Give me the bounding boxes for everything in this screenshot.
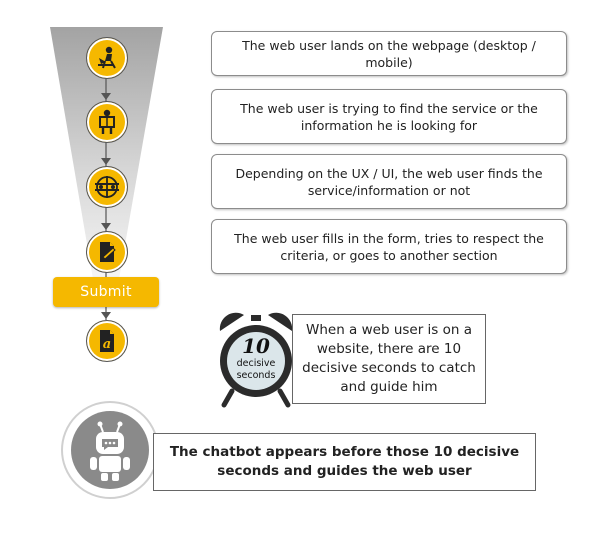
user-reading-icon <box>86 101 128 143</box>
clock-caption-line2: seconds <box>236 370 276 381</box>
user-at-desk-icon <box>86 37 128 79</box>
step-3-box: Depending on the UX / UI, the web user f… <box>211 154 567 209</box>
step-4-box: The web user fills in the form, tries to… <box>211 219 567 274</box>
menu-choice-icon <box>86 166 128 208</box>
alarm-clock-icon <box>219 312 293 408</box>
form-pen-icon <box>86 231 128 273</box>
document-a-icon: a <box>86 320 128 362</box>
chatbot-robot-icon <box>90 421 130 481</box>
decisive-seconds-note: When a web user is on a website, there a… <box>292 314 486 404</box>
clock-caption-line1: decisive <box>236 358 276 369</box>
submit-button[interactable]: Submit <box>53 277 159 307</box>
step-2-box: The web user is trying to find the servi… <box>211 89 567 144</box>
svg-text:a: a <box>103 337 111 352</box>
clock-number: 10 <box>242 334 270 358</box>
chatbot-message-box: The chatbot appears before those 10 deci… <box>153 433 536 491</box>
step-1-box: The web user lands on the webpage (deskt… <box>211 31 567 76</box>
